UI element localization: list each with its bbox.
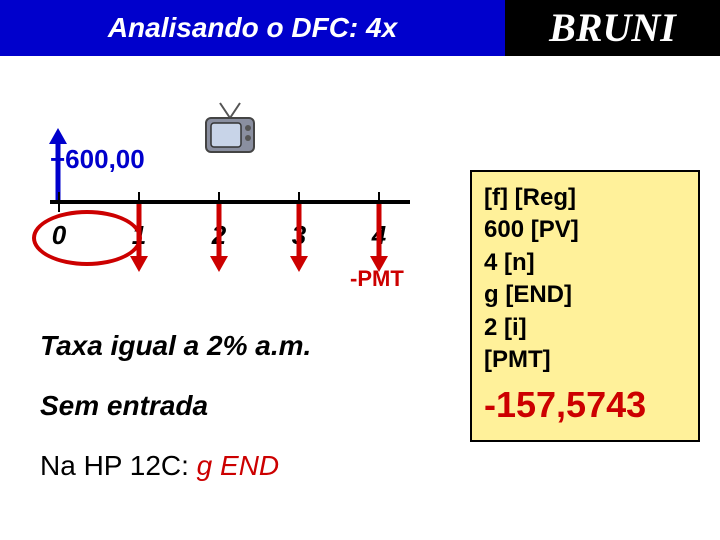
panel-line-3: g [END]: [484, 279, 686, 311]
panel-line-2: 4 [n]: [484, 247, 686, 279]
panel-line-4: 2 [i]: [484, 312, 686, 344]
pmt-arrow-4-icon: [368, 204, 390, 274]
pmt-arrow-2-icon: [208, 204, 230, 274]
sem-entrada-text: Sem entrada: [40, 390, 208, 422]
tv-icon: [200, 100, 260, 160]
hp-prefix: Na HP 12C:: [40, 450, 197, 481]
rate-text: Taxa igual a 2% a.m.: [40, 330, 311, 362]
panel-line-1: 600 [PV]: [484, 214, 686, 246]
tick-0: [58, 192, 60, 212]
pmt-arrow-3-icon: [288, 204, 310, 274]
pv-label: +600,00: [50, 144, 145, 175]
highlight-ellipse: [32, 210, 142, 266]
brand-logo: BRUNI: [505, 0, 720, 56]
calc-panel: [f] [Reg] 600 [PV] 4 [n] g [END] 2 [i] […: [470, 170, 700, 442]
header-bar: Analisando o DFC: 4x BRUNI: [0, 0, 720, 56]
timeline-axis: [50, 200, 410, 204]
pmt-label: -PMT: [350, 266, 404, 292]
panel-line-5: [PMT]: [484, 344, 686, 376]
hp-command: g END: [197, 450, 279, 481]
page-title: Analisando o DFC: 4x: [0, 0, 505, 56]
hp-instruction: Na HP 12C: g END: [40, 450, 279, 482]
panel-result: -157,5743: [484, 384, 686, 426]
panel-line-0: [f] [Reg]: [484, 182, 686, 214]
cashflow-diagram: +600,00 0 1 2 3 4 -PMT: [40, 70, 460, 290]
